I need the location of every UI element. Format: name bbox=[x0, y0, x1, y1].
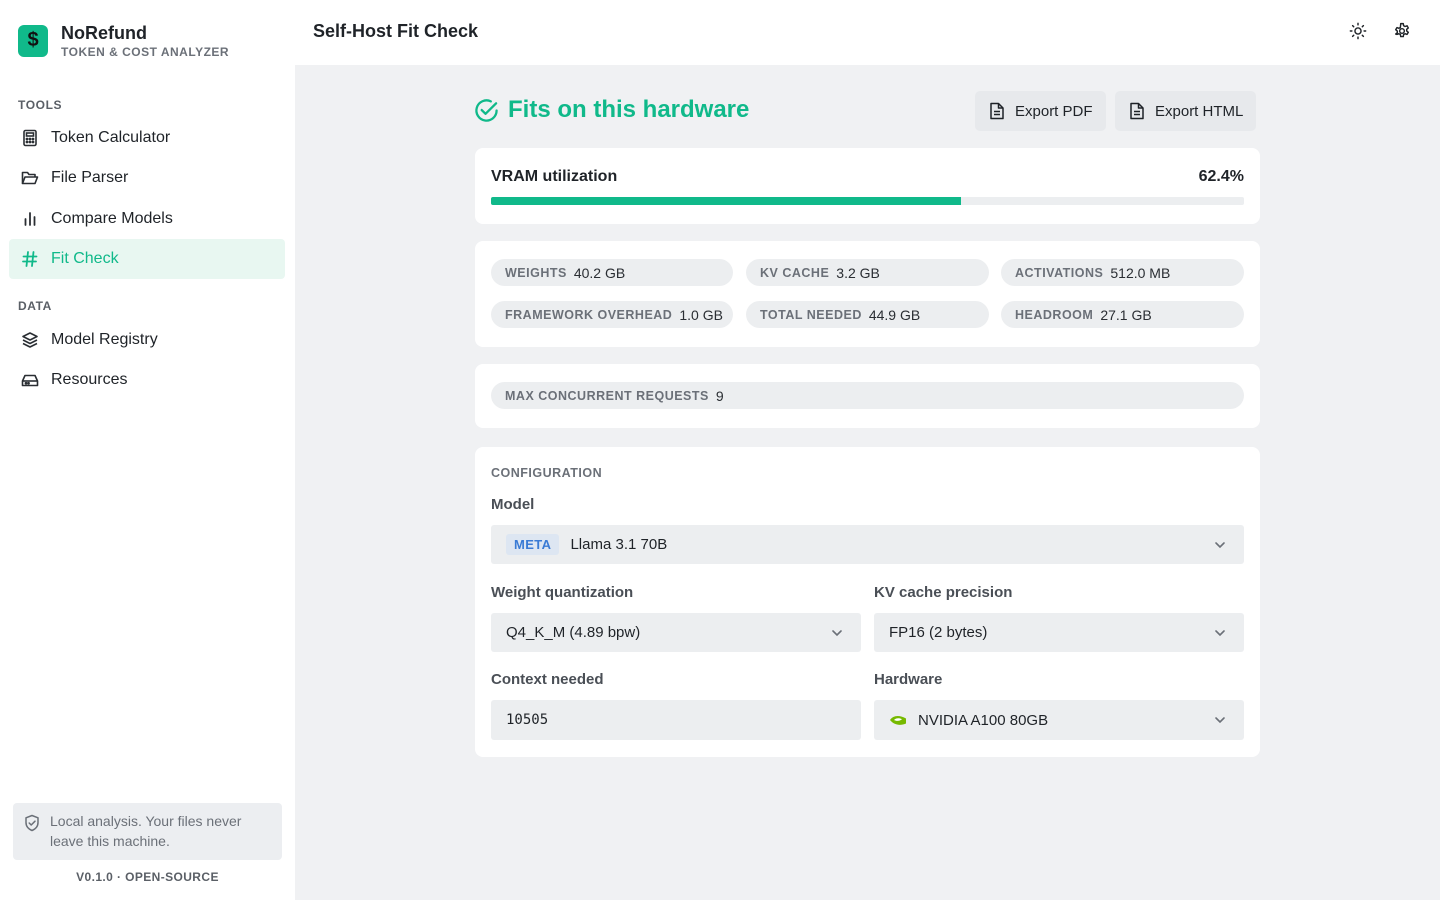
model-select-value: Llama 3.1 70B bbox=[570, 536, 668, 553]
gear-icon bbox=[1393, 22, 1411, 45]
shield-check-icon bbox=[23, 814, 41, 832]
configuration-card: CONFIGURATION Model META Llama 3.1 70B W… bbox=[475, 447, 1260, 757]
sidebar-item-resources[interactable]: Resources bbox=[9, 360, 285, 400]
brand: $ NoRefund TOKEN & COST ANALYZER bbox=[18, 22, 229, 59]
settings-button[interactable] bbox=[1391, 22, 1413, 44]
context-input[interactable]: 10505 bbox=[491, 700, 861, 740]
file-text-icon bbox=[990, 102, 1004, 120]
stat-key: FRAMEWORK OVERHEAD bbox=[505, 307, 673, 322]
hardware-select[interactable]: NVIDIA A100 80GB bbox=[874, 700, 1244, 740]
sidebar-item-label: Resources bbox=[51, 371, 128, 388]
stat-chip-max-concurrent: MAX CONCURRENT REQUESTS 9 bbox=[491, 382, 1244, 409]
chevron-down-icon bbox=[1215, 542, 1225, 549]
page-title: Self-Host Fit Check bbox=[313, 21, 479, 41]
check-circle-icon bbox=[475, 98, 498, 122]
sidebar-item-label: File Parser bbox=[51, 169, 129, 186]
stat-chip-framework-overhead: FRAMEWORK OVERHEAD 1.0 GB bbox=[491, 301, 733, 328]
top-header: Self-Host Fit Check bbox=[295, 0, 1440, 65]
theme-toggle-button[interactable] bbox=[1347, 22, 1369, 44]
stat-chip-activations: ACTIVATIONS 512.0 MB bbox=[1001, 259, 1244, 286]
weight-quant-select[interactable]: Q4_K_M (4.89 bpw) bbox=[491, 613, 861, 652]
privacy-text: Local analysis. Your files never leave t… bbox=[50, 813, 242, 849]
vram-progress-bar bbox=[491, 197, 1244, 205]
stat-key: HEADROOM bbox=[1015, 307, 1094, 322]
hash-icon bbox=[21, 250, 39, 268]
sidebar: $ NoRefund TOKEN & COST ANALYZER TOOLS T… bbox=[0, 0, 295, 900]
stat-key: KV CACHE bbox=[760, 265, 830, 280]
stat-key: TOTAL NEEDED bbox=[760, 307, 862, 322]
weight-quant-value: Q4_K_M (4.89 bpw) bbox=[506, 624, 641, 641]
concurrency-card: MAX CONCURRENT REQUESTS 9 bbox=[475, 364, 1260, 428]
fit-status-text: Fits on this hardware bbox=[508, 96, 750, 123]
stat-value: 27.1 GB bbox=[1100, 306, 1152, 323]
hardware-select-value: NVIDIA A100 80GB bbox=[918, 711, 1049, 729]
stats-card: WEIGHTS 40.2 GB KV CACHE 3.2 GB ACTIVATI… bbox=[475, 241, 1260, 347]
bar-chart-icon bbox=[21, 210, 39, 228]
sidebar-item-label: Token Calculator bbox=[51, 129, 171, 146]
sidebar-item-fit-check[interactable]: Fit Check bbox=[9, 239, 285, 279]
weight-quant-label: Weight quantization bbox=[491, 584, 634, 601]
file-text-icon bbox=[1130, 102, 1144, 120]
hard-drive-icon bbox=[21, 371, 39, 389]
model-label: Model bbox=[491, 496, 535, 513]
dollar-logo-icon: $ bbox=[18, 24, 48, 57]
section-label-data: DATA bbox=[18, 299, 52, 313]
vram-progress-fill bbox=[491, 197, 961, 205]
export-pdf-button[interactable]: Export PDF bbox=[975, 91, 1106, 131]
stat-key: WEIGHTS bbox=[505, 265, 567, 280]
sidebar-item-token-calculator[interactable]: Token Calculator bbox=[9, 118, 285, 158]
stat-chip-weights: WEIGHTS 40.2 GB bbox=[491, 259, 733, 286]
stat-key: MAX CONCURRENT REQUESTS bbox=[505, 388, 709, 403]
sidebar-item-label: Compare Models bbox=[51, 210, 173, 227]
version-label: V0.1.0 · OPEN-SOURCE bbox=[76, 870, 219, 884]
provider-badge: META bbox=[506, 534, 560, 555]
stat-value: 512.0 MB bbox=[1110, 264, 1171, 281]
layers-icon bbox=[21, 331, 39, 349]
export-html-button[interactable]: Export HTML bbox=[1115, 91, 1257, 131]
vram-card: VRAM utilization 62.4% bbox=[475, 148, 1260, 224]
kv-precision-value: FP16 (2 bytes) bbox=[889, 624, 988, 641]
stat-chip-kv-cache: KV CACHE 3.2 GB bbox=[746, 259, 989, 286]
hardware-label: Hardware bbox=[874, 671, 943, 688]
brand-subtitle: TOKEN & COST ANALYZER bbox=[61, 45, 230, 59]
sidebar-item-label: Model Registry bbox=[51, 331, 158, 348]
chevron-down-icon bbox=[832, 630, 842, 637]
fit-status: Fits on this hardware bbox=[474, 96, 749, 124]
sidebar-item-compare-models[interactable]: Compare Models bbox=[9, 199, 285, 239]
vram-label: VRAM utilization bbox=[491, 168, 618, 185]
kv-precision-label: KV cache precision bbox=[874, 584, 1013, 601]
sun-icon bbox=[1349, 22, 1367, 45]
calculator-icon bbox=[21, 129, 39, 147]
section-label-tools: TOOLS bbox=[18, 98, 63, 112]
stat-value: 9 bbox=[715, 387, 724, 404]
context-label: Context needed bbox=[491, 671, 604, 688]
vram-value: 62.4% bbox=[1198, 168, 1244, 185]
brand-name: NoRefund bbox=[61, 23, 147, 43]
stat-chip-headroom: HEADROOM 27.1 GB bbox=[1001, 301, 1244, 328]
folder-open-icon bbox=[21, 169, 39, 187]
sidebar-item-label: Fit Check bbox=[51, 250, 119, 267]
export-html-label: Export HTML bbox=[1155, 102, 1244, 120]
stat-chip-total-needed: TOTAL NEEDED 44.9 GB bbox=[746, 301, 989, 328]
export-pdf-label: Export PDF bbox=[1015, 102, 1093, 120]
chevron-down-icon bbox=[1215, 717, 1225, 724]
privacy-note: Local analysis. Your files never leave t… bbox=[13, 803, 282, 860]
stat-value: 3.2 GB bbox=[836, 264, 880, 281]
stat-value: 1.0 GB bbox=[679, 306, 723, 323]
sidebar-item-file-parser[interactable]: File Parser bbox=[9, 158, 285, 198]
kv-precision-select[interactable]: FP16 (2 bytes) bbox=[874, 613, 1244, 652]
stat-key: ACTIVATIONS bbox=[1015, 265, 1104, 280]
nvidia-icon bbox=[890, 715, 906, 725]
sidebar-item-model-registry[interactable]: Model Registry bbox=[9, 320, 285, 360]
configuration-title: CONFIGURATION bbox=[491, 466, 603, 480]
stat-value: 44.9 GB bbox=[868, 306, 921, 323]
model-select[interactable]: META Llama 3.1 70B bbox=[491, 525, 1244, 564]
chevron-down-icon bbox=[1215, 630, 1225, 637]
stat-value: 40.2 GB bbox=[573, 264, 626, 281]
